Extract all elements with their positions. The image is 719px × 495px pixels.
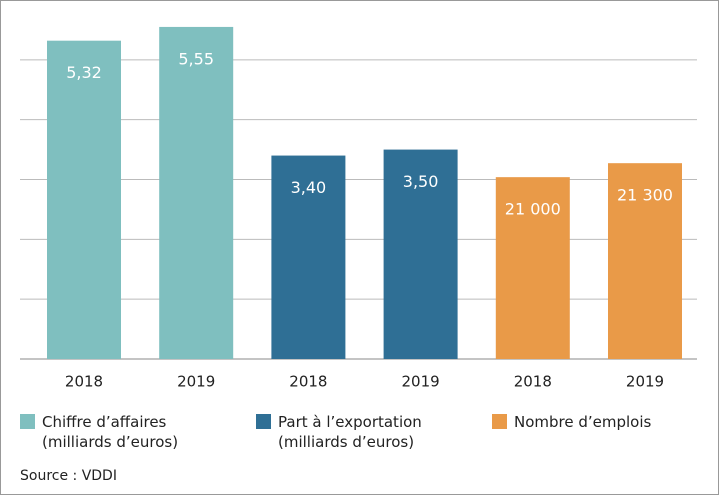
legend-label: Nombre d’emplois bbox=[514, 413, 652, 431]
legend-item: Chiffre d’affaires (milliards d’euros) bbox=[20, 412, 232, 452]
legend-label: Chiffre d’affaires (milliards d’euros) bbox=[42, 413, 179, 451]
x-tick-label: 2019 bbox=[177, 373, 215, 391]
legend-swatch bbox=[256, 414, 271, 429]
x-tick-label: 2018 bbox=[514, 373, 552, 391]
source: Source : VDDI bbox=[20, 468, 117, 484]
x-tick-label: 2018 bbox=[65, 373, 103, 391]
bar bbox=[495, 177, 570, 359]
data-label: 3,40 bbox=[291, 178, 327, 197]
data-label: 21 300 bbox=[617, 186, 673, 205]
bar bbox=[383, 149, 458, 359]
legend-swatch bbox=[20, 414, 35, 429]
x-tick-label: 2019 bbox=[626, 373, 664, 391]
bar bbox=[47, 40, 121, 359]
legend-swatch bbox=[492, 414, 507, 429]
bar bbox=[271, 155, 346, 359]
data-label: 3,50 bbox=[403, 172, 439, 191]
bar bbox=[159, 26, 234, 360]
x-tick-label: 2019 bbox=[402, 373, 440, 391]
x-tick-label: 2018 bbox=[289, 373, 327, 391]
legend-label: Part à l’exportation (milliards d’euros) bbox=[278, 413, 422, 451]
data-label: 5,32 bbox=[66, 63, 102, 82]
legend-item: Nombre d’emplois bbox=[492, 412, 704, 432]
bar bbox=[608, 163, 682, 359]
legend-item: Part à l’exportation (milliards d’euros) bbox=[256, 412, 468, 452]
data-label: 21 000 bbox=[505, 200, 561, 219]
data-label: 5,55 bbox=[178, 49, 214, 68]
